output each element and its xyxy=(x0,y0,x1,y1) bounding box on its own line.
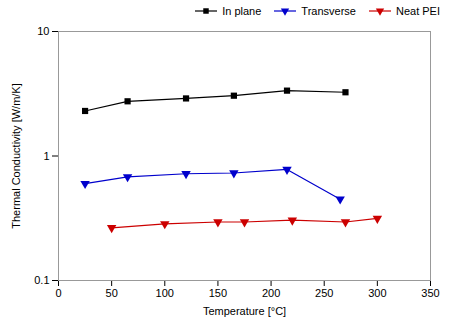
svg-text:350: 350 xyxy=(421,287,439,299)
svg-text:200: 200 xyxy=(262,287,280,299)
html-text:In plane: In plane xyxy=(222,5,262,17)
html-text:Transverse: Transverse xyxy=(301,5,356,17)
svg-text:0.1: 0.1 xyxy=(34,274,49,286)
svg-text:100: 100 xyxy=(156,287,174,299)
svg-text:Thermal Conductivity [W/m/K]: Thermal Conductivity [W/m/K] xyxy=(10,83,22,228)
svg-text:150: 150 xyxy=(209,287,227,299)
svg-text:50: 50 xyxy=(106,287,118,299)
svg-text:Temperature [°C]: Temperature [°C] xyxy=(203,305,286,317)
svg-text:0: 0 xyxy=(55,287,61,299)
html-text:Neat PEI: Neat PEI xyxy=(396,5,440,17)
svg-text:300: 300 xyxy=(368,287,386,299)
svg-text:250: 250 xyxy=(315,287,333,299)
svg-text:1: 1 xyxy=(43,150,49,162)
svg-text:10: 10 xyxy=(37,25,49,37)
